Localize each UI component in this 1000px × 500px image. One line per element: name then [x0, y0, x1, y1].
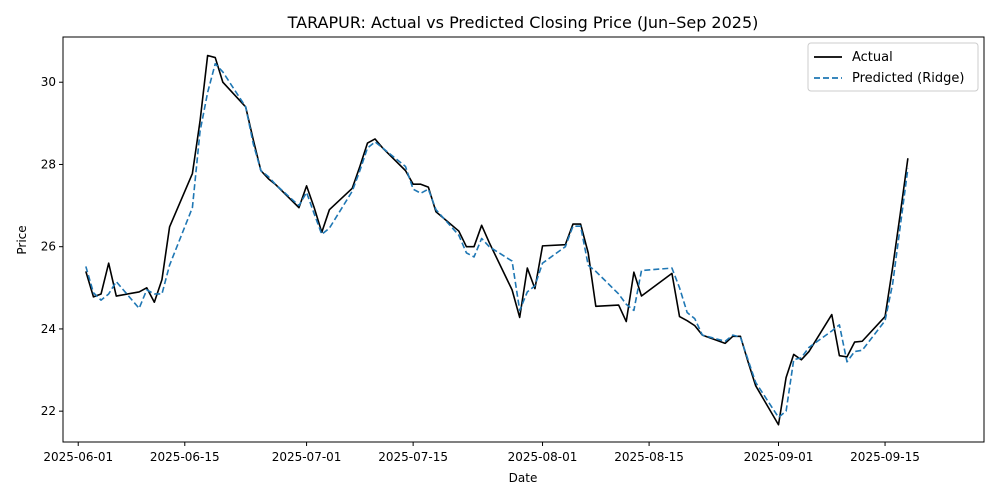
y-tick-label: 30 — [41, 75, 56, 89]
y-axis: 22 24 26 28 30 — [41, 75, 63, 418]
y-axis-title: Price — [15, 225, 29, 254]
legend-box — [807, 42, 979, 92]
plot-series-group — [85, 54, 909, 426]
plot-frame — [62, 36, 985, 443]
x-tick-label: 2025-07-15 — [378, 450, 448, 464]
x-tick-label: 2025-07-01 — [272, 450, 342, 464]
y-tick-label: 24 — [41, 322, 56, 336]
x-tick-label: 2025-06-01 — [43, 450, 113, 464]
y-tick-label: 26 — [41, 240, 56, 254]
y-tick-label: 22 — [41, 404, 56, 418]
x-tick-label: 2025-08-15 — [614, 450, 684, 464]
series-line-predicted — [85, 62, 909, 419]
x-tick-label: 2025-06-15 — [150, 450, 220, 464]
x-tick-label: 2025-09-15 — [850, 450, 920, 464]
y-tick-label: 28 — [41, 157, 56, 171]
legend: Actual Predicted (Ridge) — [807, 42, 979, 92]
legend-label-predicted: Predicted (Ridge) — [852, 71, 964, 86]
legend-label-actual: Actual — [852, 50, 893, 65]
x-axis-title: Date — [509, 471, 538, 485]
chart-title: TARAPUR: Actual vs Predicted Closing Pri… — [287, 13, 759, 32]
x-tick-label: 2025-09-01 — [744, 450, 814, 464]
x-axis: 2025-06-01 2025-06-15 2025-07-01 2025-07-15… — [43, 442, 920, 464]
x-tick-label: 2025-08-01 — [508, 450, 578, 464]
